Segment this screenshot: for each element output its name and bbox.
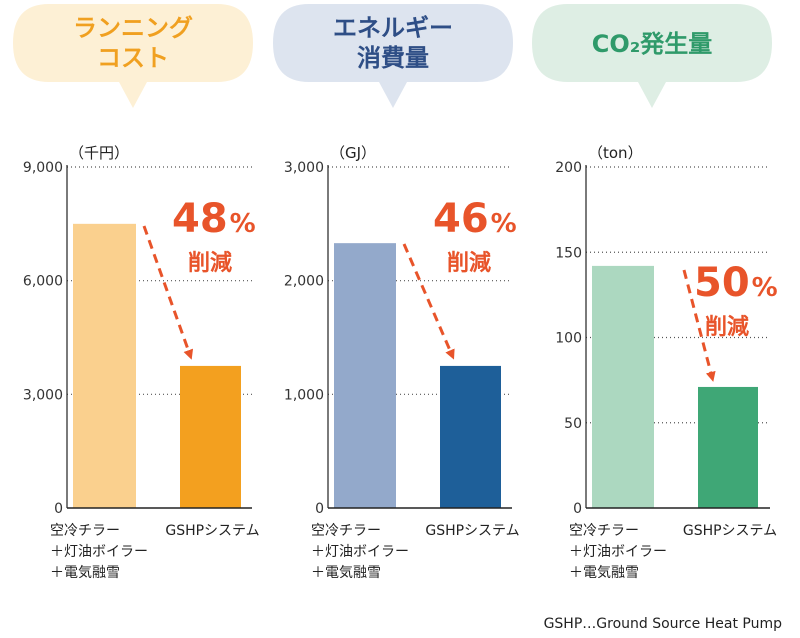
y-tick-label: 100: [555, 331, 582, 347]
bar-1: [592, 265, 654, 508]
y-tick-label: 2,000: [284, 274, 324, 290]
x-category-label: 空冷チラー: [50, 523, 120, 539]
bar-2: [698, 386, 758, 508]
y-tick-label: 200: [555, 160, 582, 176]
x-category-label: ＋灯油ボイラー: [50, 544, 148, 560]
x-category-label: GSHPシステム: [165, 523, 259, 539]
x-category-label: GSHPシステム: [425, 523, 519, 539]
x-category-label: ＋灯油ボイラー: [569, 544, 667, 560]
reduction-arrow: [402, 243, 455, 360]
reduction-percent: 46%: [433, 196, 517, 242]
title-line: エネルギー: [333, 14, 453, 42]
x-category-label: ＋電気融雪: [569, 565, 639, 581]
y-tick-label: 3,000: [284, 160, 324, 176]
unit-label: （ton）: [588, 144, 643, 162]
footnote: GSHP…Ground Source Heat Pump: [543, 616, 782, 632]
reduction-arrow: [682, 269, 716, 382]
title-line: 消費量: [357, 44, 429, 72]
reduction-label: 削減: [705, 315, 749, 340]
reduction-arrow: [142, 225, 194, 360]
chart-panel-3: CO₂発生量 （ton） 0 50 100 150 200 空冷チラー ＋灯油ボイラー ＋電気融雪…: [532, 4, 778, 581]
y-tick-label: 0: [573, 501, 582, 517]
bar-2: [180, 365, 241, 508]
unit-label: （千円）: [69, 144, 129, 162]
y-tick-label: 3,000: [23, 387, 63, 403]
x-category-label: ＋電気融雪: [311, 565, 381, 581]
bar-2: [440, 365, 501, 508]
title-bubble: [273, 4, 513, 108]
x-category-label: GSHPシステム: [683, 523, 777, 539]
reduction-percent: 50%: [694, 260, 778, 306]
y-tick-label: 0: [315, 501, 324, 517]
y-tick-label: 150: [555, 245, 582, 261]
unit-label: （GJ）: [330, 144, 376, 162]
y-tick-label: 9,000: [23, 160, 63, 176]
title-line: ランニング: [73, 14, 193, 42]
reduction-label: 削減: [188, 251, 232, 276]
x-category-label: 空冷チラー: [569, 523, 639, 539]
y-tick-label: 6,000: [23, 274, 63, 290]
bar-1: [73, 223, 136, 509]
y-tick-label: 50: [564, 416, 582, 432]
y-tick-label: 0: [54, 501, 63, 517]
x-category-label: 空冷チラー: [311, 523, 381, 539]
y-tick-label: 1,000: [284, 387, 324, 403]
title-bubble: [532, 4, 772, 108]
bar-1: [334, 243, 396, 508]
x-category-label: ＋灯油ボイラー: [311, 544, 409, 560]
x-category-label: ＋電気融雪: [50, 565, 120, 581]
reduction-percent: 48%: [172, 196, 256, 242]
title-line: コスト: [97, 44, 169, 72]
reduction-label: 削減: [447, 251, 491, 276]
title-line: CO₂発生量: [592, 30, 713, 58]
title-bubble: [13, 4, 253, 108]
